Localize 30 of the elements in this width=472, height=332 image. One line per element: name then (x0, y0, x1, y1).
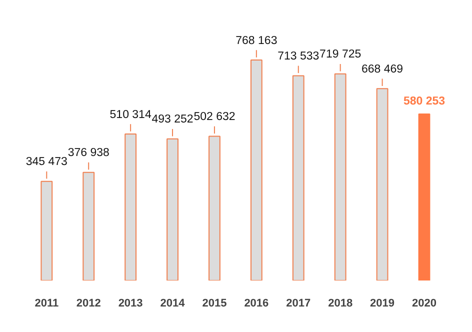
data-label: 510 314 (110, 108, 152, 121)
data-label: 502 632 (194, 111, 236, 124)
bar (292, 75, 304, 280)
x-tick-label: 2018 (328, 298, 353, 310)
x-tick-label: 2013 (118, 298, 143, 310)
bar (82, 172, 95, 280)
x-tick-label: 2017 (286, 298, 311, 310)
data-label: 493 252 (152, 114, 194, 126)
data-label: 345 473 (26, 156, 68, 168)
bar (208, 136, 220, 280)
x-tick-label: 2020 (412, 298, 436, 310)
bar (124, 134, 137, 280)
x-tick-label: 2016 (244, 298, 269, 310)
x-tick-label: 2019 (370, 298, 395, 310)
data-label: 376 938 (68, 147, 110, 160)
bar (250, 60, 262, 280)
x-tick-label: 2012 (76, 298, 101, 310)
data-label: 713 533 (278, 50, 320, 62)
bar (376, 88, 388, 280)
x-tick-label: 2011 (34, 298, 59, 310)
bar (418, 113, 430, 280)
bar (166, 138, 178, 280)
data-label: 719 725 (320, 48, 362, 61)
x-tick-label: 2014 (160, 298, 186, 310)
data-label: 580 253 (403, 95, 446, 108)
x-tick-label: 2015 (202, 298, 227, 310)
data-label: 668 469 (362, 63, 404, 76)
data-label: 768 163 (236, 34, 278, 47)
bar (40, 180, 53, 280)
bar (334, 73, 346, 280)
